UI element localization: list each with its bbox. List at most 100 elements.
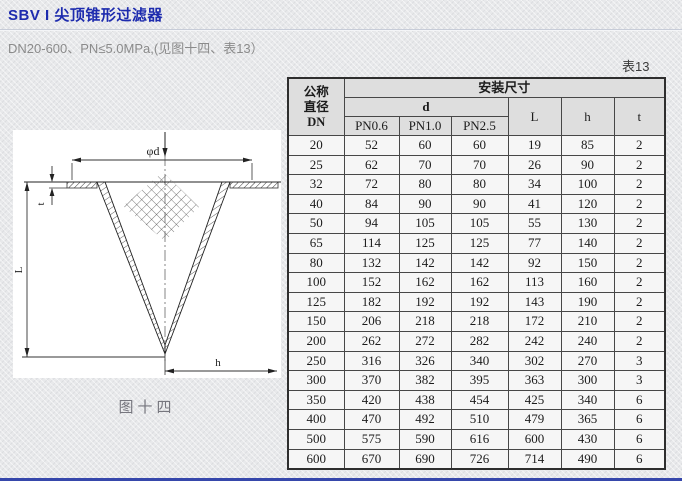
title-divider <box>0 29 682 31</box>
table-cell: 80 <box>398 174 452 195</box>
table-cell: 105 <box>398 213 452 234</box>
table-row: 350 420 438 454 425 340 6 <box>287 389 666 411</box>
table-cell: 190 <box>560 291 615 313</box>
table-cell: 6 <box>613 428 666 450</box>
table-row: 125 182 192 192 143 190 2 <box>287 291 666 313</box>
table-cell: 172 <box>507 311 562 332</box>
table-cell: 500 <box>287 428 345 450</box>
table-cell: 2 <box>613 174 666 195</box>
table-cell: 65 <box>287 232 345 254</box>
table-cell: 6 <box>613 448 666 470</box>
table-cell: 200 <box>287 330 345 352</box>
table-row: 40 84 90 90 41 120 2 <box>287 193 666 215</box>
figure-caption: 图十四 <box>118 399 176 416</box>
dim-label-L: L <box>13 266 25 273</box>
table-cell: 142 <box>398 252 452 274</box>
table-row: 65 114 125 125 77 140 2 <box>287 232 666 254</box>
table-cell: 70 <box>398 154 452 176</box>
table-cell: 282 <box>450 330 509 352</box>
table-cell: 100 <box>287 272 345 293</box>
table-cell: 41 <box>507 193 562 215</box>
table-row: 80 132 142 142 92 150 2 <box>287 252 666 274</box>
table-cell: 77 <box>507 232 562 254</box>
table-row: 400 470 492 510 479 365 6 <box>287 409 666 430</box>
header-h: h <box>560 97 615 136</box>
table-cell: 142 <box>450 252 509 274</box>
table-cell: 182 <box>343 291 400 313</box>
flow-arrow-icon <box>162 132 168 157</box>
table-cell: 140 <box>560 232 615 254</box>
table-cell: 40 <box>287 193 345 215</box>
table-cell: 20 <box>287 135 345 156</box>
table-cell: 340 <box>560 389 615 411</box>
table-cell: 113 <box>507 272 562 293</box>
table-cell: 600 <box>507 428 562 450</box>
header-L: L <box>507 97 562 136</box>
table-cell: 726 <box>450 448 509 470</box>
table-cell: 152 <box>343 272 400 293</box>
table-row: 32 72 80 80 34 100 2 <box>287 174 666 195</box>
table-cell: 130 <box>560 213 615 234</box>
table-cell: 90 <box>450 193 509 215</box>
table-cell: 218 <box>398 311 452 332</box>
table-cell: 55 <box>507 213 562 234</box>
dimensions-table: 公称 直径 DN 安装尺寸 d L h t PN0.6 PN1.0 PN2.5 … <box>287 77 667 471</box>
table-cell: 425 <box>507 389 562 411</box>
table-cell: 84 <box>343 193 400 215</box>
table-cell: 90 <box>560 154 615 176</box>
table-row: 150 206 218 218 172 210 2 <box>287 311 666 332</box>
table-cell: 2 <box>613 311 666 332</box>
table-cell: 120 <box>560 193 615 215</box>
table-cell: 395 <box>450 370 509 391</box>
table-row: 50 94 105 105 55 130 2 <box>287 213 666 234</box>
table-cell: 125 <box>450 232 509 254</box>
table-cell: 240 <box>560 330 615 352</box>
header-d: d <box>343 97 509 117</box>
table-cell: 438 <box>398 389 452 411</box>
cone-filter-drawing: φd t L <box>13 132 281 375</box>
table-header: 公称 直径 DN 安装尺寸 d L h t PN0.6 PN1.0 PN2.5 <box>287 77 666 136</box>
table-cell: 32 <box>287 174 345 195</box>
table-cell: 590 <box>398 428 452 450</box>
table-cell: 714 <box>507 448 562 470</box>
table-cell: 210 <box>560 311 615 332</box>
table-cell: 365 <box>560 409 615 430</box>
table-body: 20 52 60 60 19 85 2 25 62 70 70 26 90 2 32 72 80 80 34 100 2… <box>287 135 666 470</box>
table-cell: 490 <box>560 448 615 470</box>
table-cell: 2 <box>613 135 666 156</box>
table-row: 500 575 590 616 600 430 6 <box>287 428 666 450</box>
table-cell: 690 <box>398 448 452 470</box>
table-cell: 242 <box>507 330 562 352</box>
header-pn10: PN1.0 <box>398 116 452 136</box>
table-cell: 6 <box>613 409 666 430</box>
table-cell: 50 <box>287 213 345 234</box>
table-cell: 25 <box>287 154 345 176</box>
dim-label-t: t <box>35 202 47 205</box>
header-dn-line3: DN <box>307 114 326 129</box>
table-row: 100 152 162 162 113 160 2 <box>287 272 666 293</box>
table-cell: 470 <box>343 409 400 430</box>
table-cell: 363 <box>507 370 562 391</box>
table-cell: 350 <box>287 389 345 411</box>
table-cell: 100 <box>560 174 615 195</box>
table-cell: 143 <box>507 291 562 313</box>
table-cell: 262 <box>343 330 400 352</box>
table-cell: 300 <box>287 370 345 391</box>
page-title: SBV I 尖顶锥形过滤器 <box>8 7 163 24</box>
table-cell: 80 <box>450 174 509 195</box>
dim-label-h: h <box>215 357 221 369</box>
table-cell: 85 <box>560 135 615 156</box>
table-cell: 670 <box>343 448 400 470</box>
table-cell: 6 <box>613 389 666 411</box>
table-cell: 2 <box>613 272 666 293</box>
dim-phi-d <box>71 159 253 180</box>
table-cell: 92 <box>507 252 562 274</box>
table-cell: 162 <box>450 272 509 293</box>
header-install-size: 安装尺寸 <box>343 77 666 98</box>
table-cell: 2 <box>613 291 666 313</box>
table-cell: 272 <box>398 330 452 352</box>
mesh-patch <box>123 172 199 241</box>
flange-left <box>66 181 98 189</box>
dim-label-phi-d: φd <box>147 144 160 158</box>
